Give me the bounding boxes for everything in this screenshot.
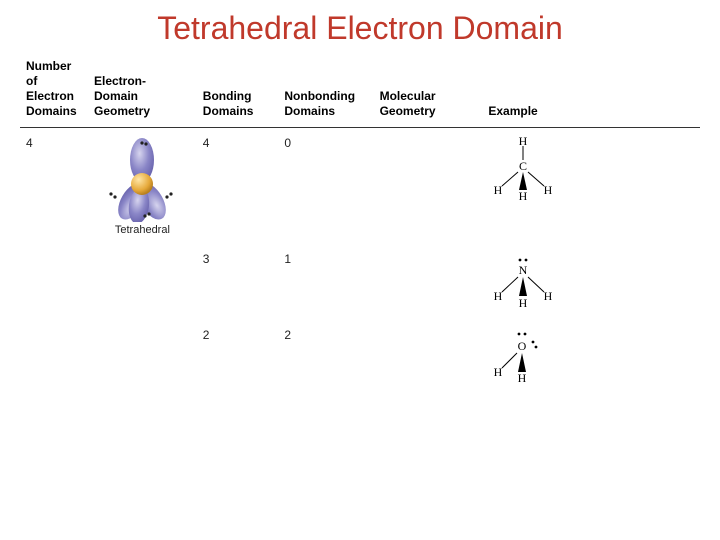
- cell-nonbonding: 0: [278, 128, 373, 245]
- atom-center: O: [518, 339, 527, 353]
- atom-outer: H: [519, 296, 528, 310]
- domain-table: Number ofElectronDomains Electron-Domain…: [20, 55, 700, 392]
- page-title: Tetrahedral Electron Domain: [0, 0, 720, 55]
- value-bonding: 4: [203, 136, 210, 150]
- atom-center: C: [519, 159, 527, 173]
- cell-ned: [20, 320, 88, 392]
- atom-center: N: [519, 263, 528, 277]
- atom-outer: H: [494, 365, 503, 379]
- value-bonding: 3: [203, 252, 210, 266]
- col-header-label: Number ofElectronDomains: [26, 59, 77, 118]
- table-row: 3 1 N H H H: [20, 244, 700, 320]
- cell-molecular-geometry: [374, 244, 483, 320]
- atom-outer: H: [544, 289, 553, 303]
- value-nonbonding: 0: [284, 136, 291, 150]
- value-nonbonding: 1: [284, 252, 291, 266]
- cell-bonding: 3: [197, 244, 279, 320]
- atom-outer: H: [519, 189, 528, 202]
- col-header-edg: Electron-DomainGeometry: [88, 55, 197, 128]
- atom-outer: H: [544, 183, 553, 197]
- molecule-ch4-icon: C H H H H: [488, 136, 558, 202]
- cell-molecular-geometry: [374, 128, 483, 245]
- atom-outer: H: [494, 183, 503, 197]
- col-header-ex: Example: [482, 55, 700, 128]
- molecule-nh3-icon: N H H H: [488, 252, 558, 312]
- table-row: 4: [20, 128, 700, 245]
- molecule-h2o-icon: O H H: [488, 328, 558, 384]
- cell-example: C H H H H: [482, 128, 700, 245]
- col-header-mg: MolecularGeometry: [374, 55, 483, 128]
- cell-edg: [88, 320, 197, 392]
- atom-outer: H: [494, 289, 503, 303]
- cell-bonding: 4: [197, 128, 279, 245]
- domain-table-wrap: Number ofElectronDomains Electron-Domain…: [0, 55, 720, 392]
- table-row: 2 2 O H H: [20, 320, 700, 392]
- cell-edg: Tetrahedral: [88, 128, 197, 245]
- cell-molecular-geometry: [374, 320, 483, 392]
- atom-outer: H: [518, 371, 527, 384]
- cell-bonding: 2: [197, 320, 279, 392]
- tetrahedral-orbital-icon: [97, 136, 187, 222]
- col-header-label: BondingDomains: [203, 89, 254, 118]
- cell-edg: [88, 244, 197, 320]
- col-header-label: Example: [488, 104, 537, 118]
- value-ned: 4: [26, 136, 33, 150]
- table-header-row: Number ofElectronDomains Electron-Domain…: [20, 55, 700, 128]
- value-nonbonding: 2: [284, 328, 291, 342]
- cell-nonbonding: 1: [278, 244, 373, 320]
- cell-ned: 4: [20, 128, 88, 245]
- geometry-label: Tetrahedral: [94, 224, 191, 236]
- cell-example: N H H H: [482, 244, 700, 320]
- cell-ned: [20, 244, 88, 320]
- col-header-ned: Number ofElectronDomains: [20, 55, 88, 128]
- cell-example: O H H: [482, 320, 700, 392]
- col-header-label: Electron-DomainGeometry: [94, 74, 150, 118]
- atom-outer: H: [519, 136, 528, 148]
- col-header-nbd: NonbondingDomains: [278, 55, 373, 128]
- cell-nonbonding: 2: [278, 320, 373, 392]
- col-header-bd: BondingDomains: [197, 55, 279, 128]
- value-bonding: 2: [203, 328, 210, 342]
- col-header-label: MolecularGeometry: [380, 89, 436, 118]
- col-header-label: NonbondingDomains: [284, 89, 355, 118]
